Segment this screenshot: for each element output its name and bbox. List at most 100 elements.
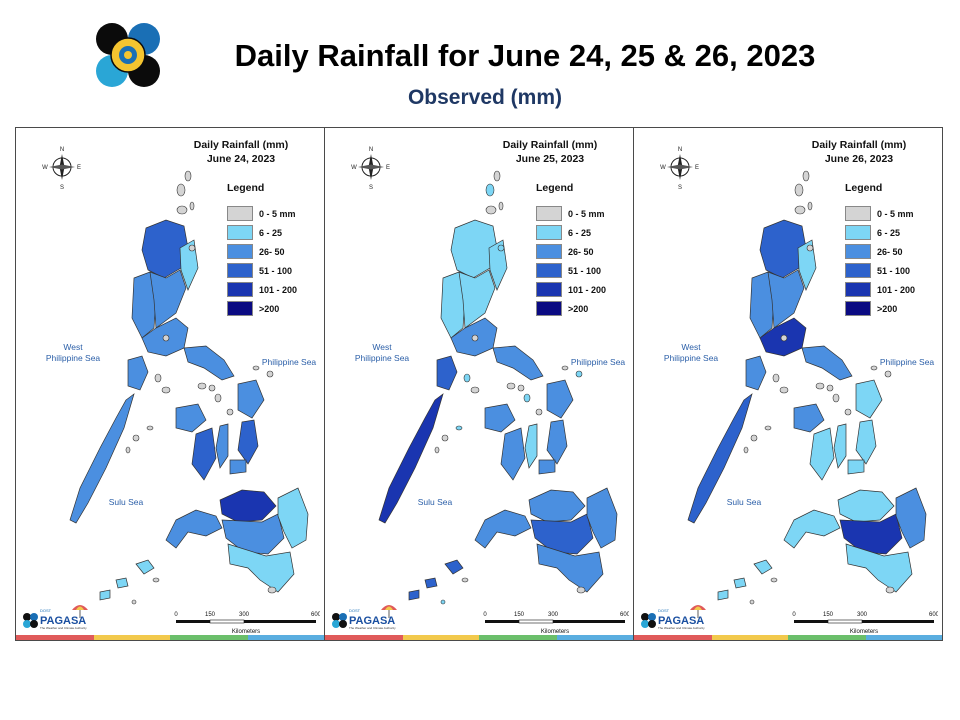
svg-text:0: 0 [174,612,178,618]
map-panel-june-24: Daily Rainfall (mm) June 24, 2023 N S E W Lege… [15,127,325,641]
small-island [561,365,569,371]
svg-text:N: N [60,147,64,153]
color-strip-segment [712,635,788,640]
small-island [208,384,216,392]
small-island [434,446,440,454]
region-palawan [378,393,444,524]
philippine-sea-label: Philippine Sea [261,357,317,367]
svg-text:Kilometers: Kilometers [541,629,569,635]
region-mindanao-s [536,543,604,593]
region-samar [237,379,265,419]
panel-title: Daily Rainfall (mm) June 26, 2023 [784,138,934,166]
region-mindanao-c [839,513,903,555]
legend-item: 0 - 5 mm [845,204,915,223]
legend-item: 0 - 5 mm [536,204,606,223]
small-island [441,434,449,442]
legend-label: 0 - 5 mm [259,208,296,219]
small-island [461,577,469,583]
region-luzon-c [149,269,187,329]
scale-bar: 0 150 300 600 Kilometers [174,612,320,635]
region-luzon-e [797,239,817,291]
region-luzon-e [179,239,199,291]
small-island [470,386,480,394]
small-island [523,393,531,403]
small-island [826,384,834,392]
small-island [535,408,543,416]
color-strip-segment [94,635,170,640]
svg-text:N: N [369,147,373,153]
philippines-rainfall-map [378,170,618,605]
small-island [471,334,479,342]
sea-label-line2: Philippine Sea [45,353,101,363]
small-island [463,373,471,383]
legend-swatch [845,206,871,221]
region-palawan [687,393,753,524]
small-island [517,384,525,392]
legend-item: >200 [227,299,297,318]
map-panel-june-26: Daily Rainfall (mm) June 26, 2023 N S E W Lege… [633,127,943,641]
small-island [252,365,260,371]
region-sulu [408,559,464,601]
color-strip-segment [557,635,633,640]
small-island [802,170,810,182]
small-island [750,434,758,442]
legend-swatch [845,244,871,259]
west-philippine-sea-label: West Philippine Sea [347,342,417,364]
panel-title-date: June 24, 2023 [206,153,276,165]
region-mindanao-c [530,513,594,555]
svg-text:E: E [695,165,699,171]
color-strip-segment [325,635,403,640]
page-title: Daily Rainfall for June 24, 25 & 26, 202… [234,38,816,73]
svg-text:DOST: DOST [349,608,361,613]
region-luzon-e [488,239,508,291]
legend-item: 101 - 200 [536,280,606,299]
legend-label: 6 - 25 [877,227,901,238]
legend-label: 101 - 200 [259,284,298,295]
small-island [197,382,207,390]
legend-title: Legend [536,182,574,194]
svg-text:300: 300 [239,612,250,618]
small-island [794,183,804,197]
legend-swatch [227,225,253,240]
region-mindanao-e [895,487,927,549]
svg-text:The Weather and Climate Author: The Weather and Climate Authority [658,626,705,630]
svg-text:S: S [678,185,682,190]
small-island [131,599,137,605]
svg-text:S: S [60,185,64,190]
small-island [794,205,806,215]
small-island [214,393,222,403]
small-island [154,373,162,383]
philippines-rainfall-map [687,170,927,605]
panel-title-line1: Daily Rainfall (mm) [811,139,907,151]
legend-item: 26- 50 [845,242,915,261]
region-bicol [801,345,853,381]
svg-text:E: E [386,165,390,171]
svg-text:300: 300 [548,612,559,618]
small-island [266,370,274,378]
small-island [815,382,825,390]
legend-label: 51 - 100 [568,265,602,276]
small-island [806,244,814,252]
svg-text:W: W [660,165,666,171]
region-bicol [492,345,544,381]
color-strip-segment [403,635,479,640]
legend-swatch [536,225,562,240]
small-island [506,382,516,390]
small-island [498,201,504,211]
legend-item: 26- 50 [536,242,606,261]
philippines-rainfall-map [69,170,309,605]
small-island [184,170,192,182]
legend-swatch [227,301,253,316]
legend-swatch [227,206,253,221]
legend-swatch [845,301,871,316]
svg-text:DOST: DOST [658,608,670,613]
small-island [485,205,497,215]
svg-text:600: 600 [929,612,938,618]
small-island [161,386,171,394]
svg-text:DOST: DOST [40,608,52,613]
panel-title: Daily Rainfall (mm) June 24, 2023 [166,138,316,166]
legend-label: 101 - 200 [877,284,916,295]
legend-item: 101 - 200 [845,280,915,299]
region-mindanao-n [528,489,586,523]
region-mindanao-c [221,513,285,555]
